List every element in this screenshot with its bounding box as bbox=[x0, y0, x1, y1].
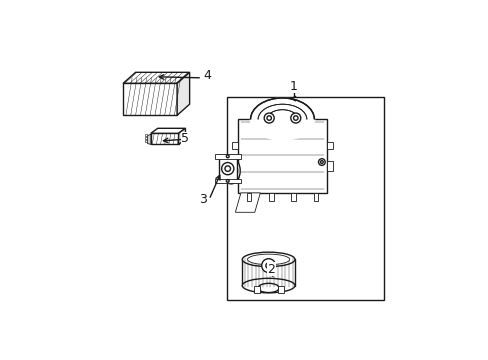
Text: 1: 1 bbox=[289, 80, 297, 93]
Bar bbox=[145, 134, 147, 136]
Circle shape bbox=[320, 161, 323, 163]
Text: 2: 2 bbox=[267, 262, 275, 276]
Circle shape bbox=[221, 162, 233, 175]
Bar bbox=[145, 137, 147, 139]
Bar bbox=[214, 154, 240, 158]
Polygon shape bbox=[178, 128, 185, 144]
Circle shape bbox=[318, 159, 325, 165]
Ellipse shape bbox=[247, 254, 289, 265]
Ellipse shape bbox=[258, 283, 279, 293]
Bar bbox=[246, 193, 251, 201]
Bar bbox=[238, 120, 326, 193]
Bar bbox=[232, 142, 238, 149]
Ellipse shape bbox=[242, 278, 294, 293]
Bar bbox=[326, 161, 332, 171]
Text: 4: 4 bbox=[203, 68, 211, 82]
Ellipse shape bbox=[222, 158, 240, 184]
Text: 3: 3 bbox=[199, 193, 207, 206]
Circle shape bbox=[265, 263, 271, 269]
Circle shape bbox=[290, 113, 300, 123]
Bar bbox=[254, 286, 260, 293]
Circle shape bbox=[261, 259, 275, 273]
Polygon shape bbox=[150, 128, 185, 133]
Bar bbox=[218, 156, 236, 182]
Text: 5: 5 bbox=[181, 132, 189, 145]
Bar bbox=[214, 179, 240, 183]
Bar bbox=[313, 193, 317, 201]
Circle shape bbox=[264, 113, 274, 123]
Polygon shape bbox=[147, 134, 150, 144]
Polygon shape bbox=[150, 133, 178, 144]
Ellipse shape bbox=[242, 252, 294, 267]
Circle shape bbox=[293, 116, 297, 120]
Bar bbox=[232, 161, 238, 171]
Bar bbox=[226, 97, 383, 300]
Ellipse shape bbox=[249, 98, 314, 141]
Bar bbox=[291, 193, 295, 201]
Polygon shape bbox=[123, 72, 189, 84]
Circle shape bbox=[224, 166, 230, 171]
Polygon shape bbox=[123, 84, 177, 115]
Circle shape bbox=[226, 180, 229, 182]
Bar bbox=[277, 286, 283, 293]
Bar bbox=[268, 193, 273, 201]
Circle shape bbox=[226, 155, 229, 158]
Bar bbox=[145, 140, 147, 143]
Circle shape bbox=[266, 116, 271, 120]
Ellipse shape bbox=[224, 160, 237, 181]
Polygon shape bbox=[177, 72, 189, 115]
Polygon shape bbox=[235, 193, 260, 212]
Bar bbox=[326, 142, 332, 149]
